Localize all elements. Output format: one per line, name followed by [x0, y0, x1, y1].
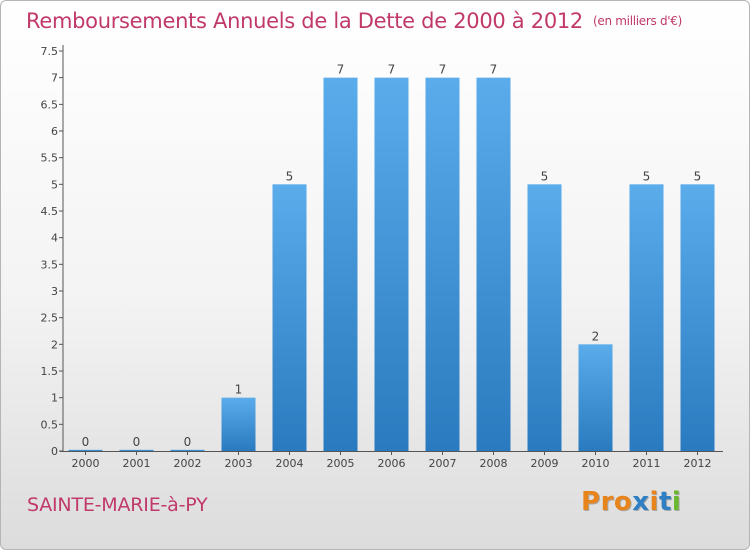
- logo-letter: i: [671, 487, 682, 517]
- bar: [170, 449, 205, 451]
- y-tick-label: 2.5: [41, 312, 59, 325]
- bar: [272, 184, 307, 452]
- bar: [374, 77, 409, 452]
- bar: [629, 184, 664, 452]
- bar-value-label: 7: [388, 63, 396, 77]
- bar: [527, 184, 562, 452]
- proxiti-logo: Proxiti: [581, 487, 681, 517]
- y-tick-label: 4.5: [41, 205, 59, 218]
- y-tick-label: 1: [51, 392, 58, 405]
- x-tick-label: 2010: [582, 457, 610, 470]
- logo-letter: r: [600, 487, 614, 517]
- y-tick-label: 7.5: [41, 45, 59, 58]
- x-tick-label: 2009: [531, 457, 559, 470]
- logo-letter: t: [658, 487, 672, 517]
- x-tick-label: 2004: [276, 457, 304, 470]
- y-tick-label: 6: [51, 125, 58, 138]
- bar-value-label: 0: [133, 435, 141, 449]
- bar-value-label: 5: [286, 169, 294, 183]
- y-tick-label: 1.5: [41, 365, 59, 378]
- logo-letter: P: [581, 487, 601, 517]
- bar: [221, 397, 256, 451]
- bar-value-label: 5: [541, 169, 549, 183]
- x-tick-label: 2012: [684, 457, 712, 470]
- x-tick-label: 2007: [429, 457, 457, 470]
- bar-value-label: 0: [82, 435, 90, 449]
- bar-value-label: 7: [337, 63, 345, 77]
- x-tick-label: 2006: [378, 457, 406, 470]
- bar-value-label: 7: [439, 63, 447, 77]
- x-tick-label: 2001: [123, 457, 151, 470]
- y-tick-label: 2: [51, 338, 58, 351]
- y-tick-label: 5: [51, 178, 58, 191]
- bar: [476, 77, 511, 452]
- logo-letter: x: [632, 487, 650, 517]
- chart-unit-note: (en milliers d'€): [593, 14, 683, 28]
- y-tick-label: 7: [51, 72, 58, 85]
- bar: [425, 77, 460, 452]
- bar-value-label: 2: [592, 329, 600, 343]
- bar: [119, 449, 154, 451]
- bar: [323, 77, 358, 452]
- logo-letter: o: [613, 487, 633, 517]
- bar: [680, 184, 715, 452]
- bar-value-label: 5: [643, 169, 651, 183]
- y-tick-label: 0.5: [41, 418, 59, 431]
- chart-title: Remboursements Annuels de la Dette de 20…: [26, 9, 682, 33]
- y-tick-label: 4: [51, 232, 58, 245]
- y-tick-label: 3.5: [41, 258, 59, 271]
- bar-value-label: 1: [235, 383, 243, 397]
- bar: [68, 449, 103, 451]
- x-tick-label: 2003: [225, 457, 253, 470]
- x-tick-label: 2000: [72, 457, 100, 470]
- y-tick-label: 0: [51, 445, 58, 458]
- bar-value-label: 0: [184, 435, 192, 449]
- y-tick-label: 5.5: [41, 152, 59, 165]
- bar-value-label: 7: [490, 63, 498, 77]
- bar: [578, 344, 613, 451]
- chart-title-text: Remboursements Annuels de la Dette de 20…: [26, 9, 583, 33]
- x-tick-label: 2002: [174, 457, 202, 470]
- logo-letter: i: [649, 487, 659, 517]
- y-tick-label: 3: [51, 285, 58, 298]
- x-tick-label: 2008: [480, 457, 508, 470]
- x-tick-label: 2005: [327, 457, 355, 470]
- bar-value-label: 5: [694, 169, 702, 183]
- y-tick-label: 6.5: [41, 98, 59, 111]
- commune-name: SAINTE-MARIE-à-PY: [27, 494, 208, 516]
- x-tick-label: 2011: [633, 457, 661, 470]
